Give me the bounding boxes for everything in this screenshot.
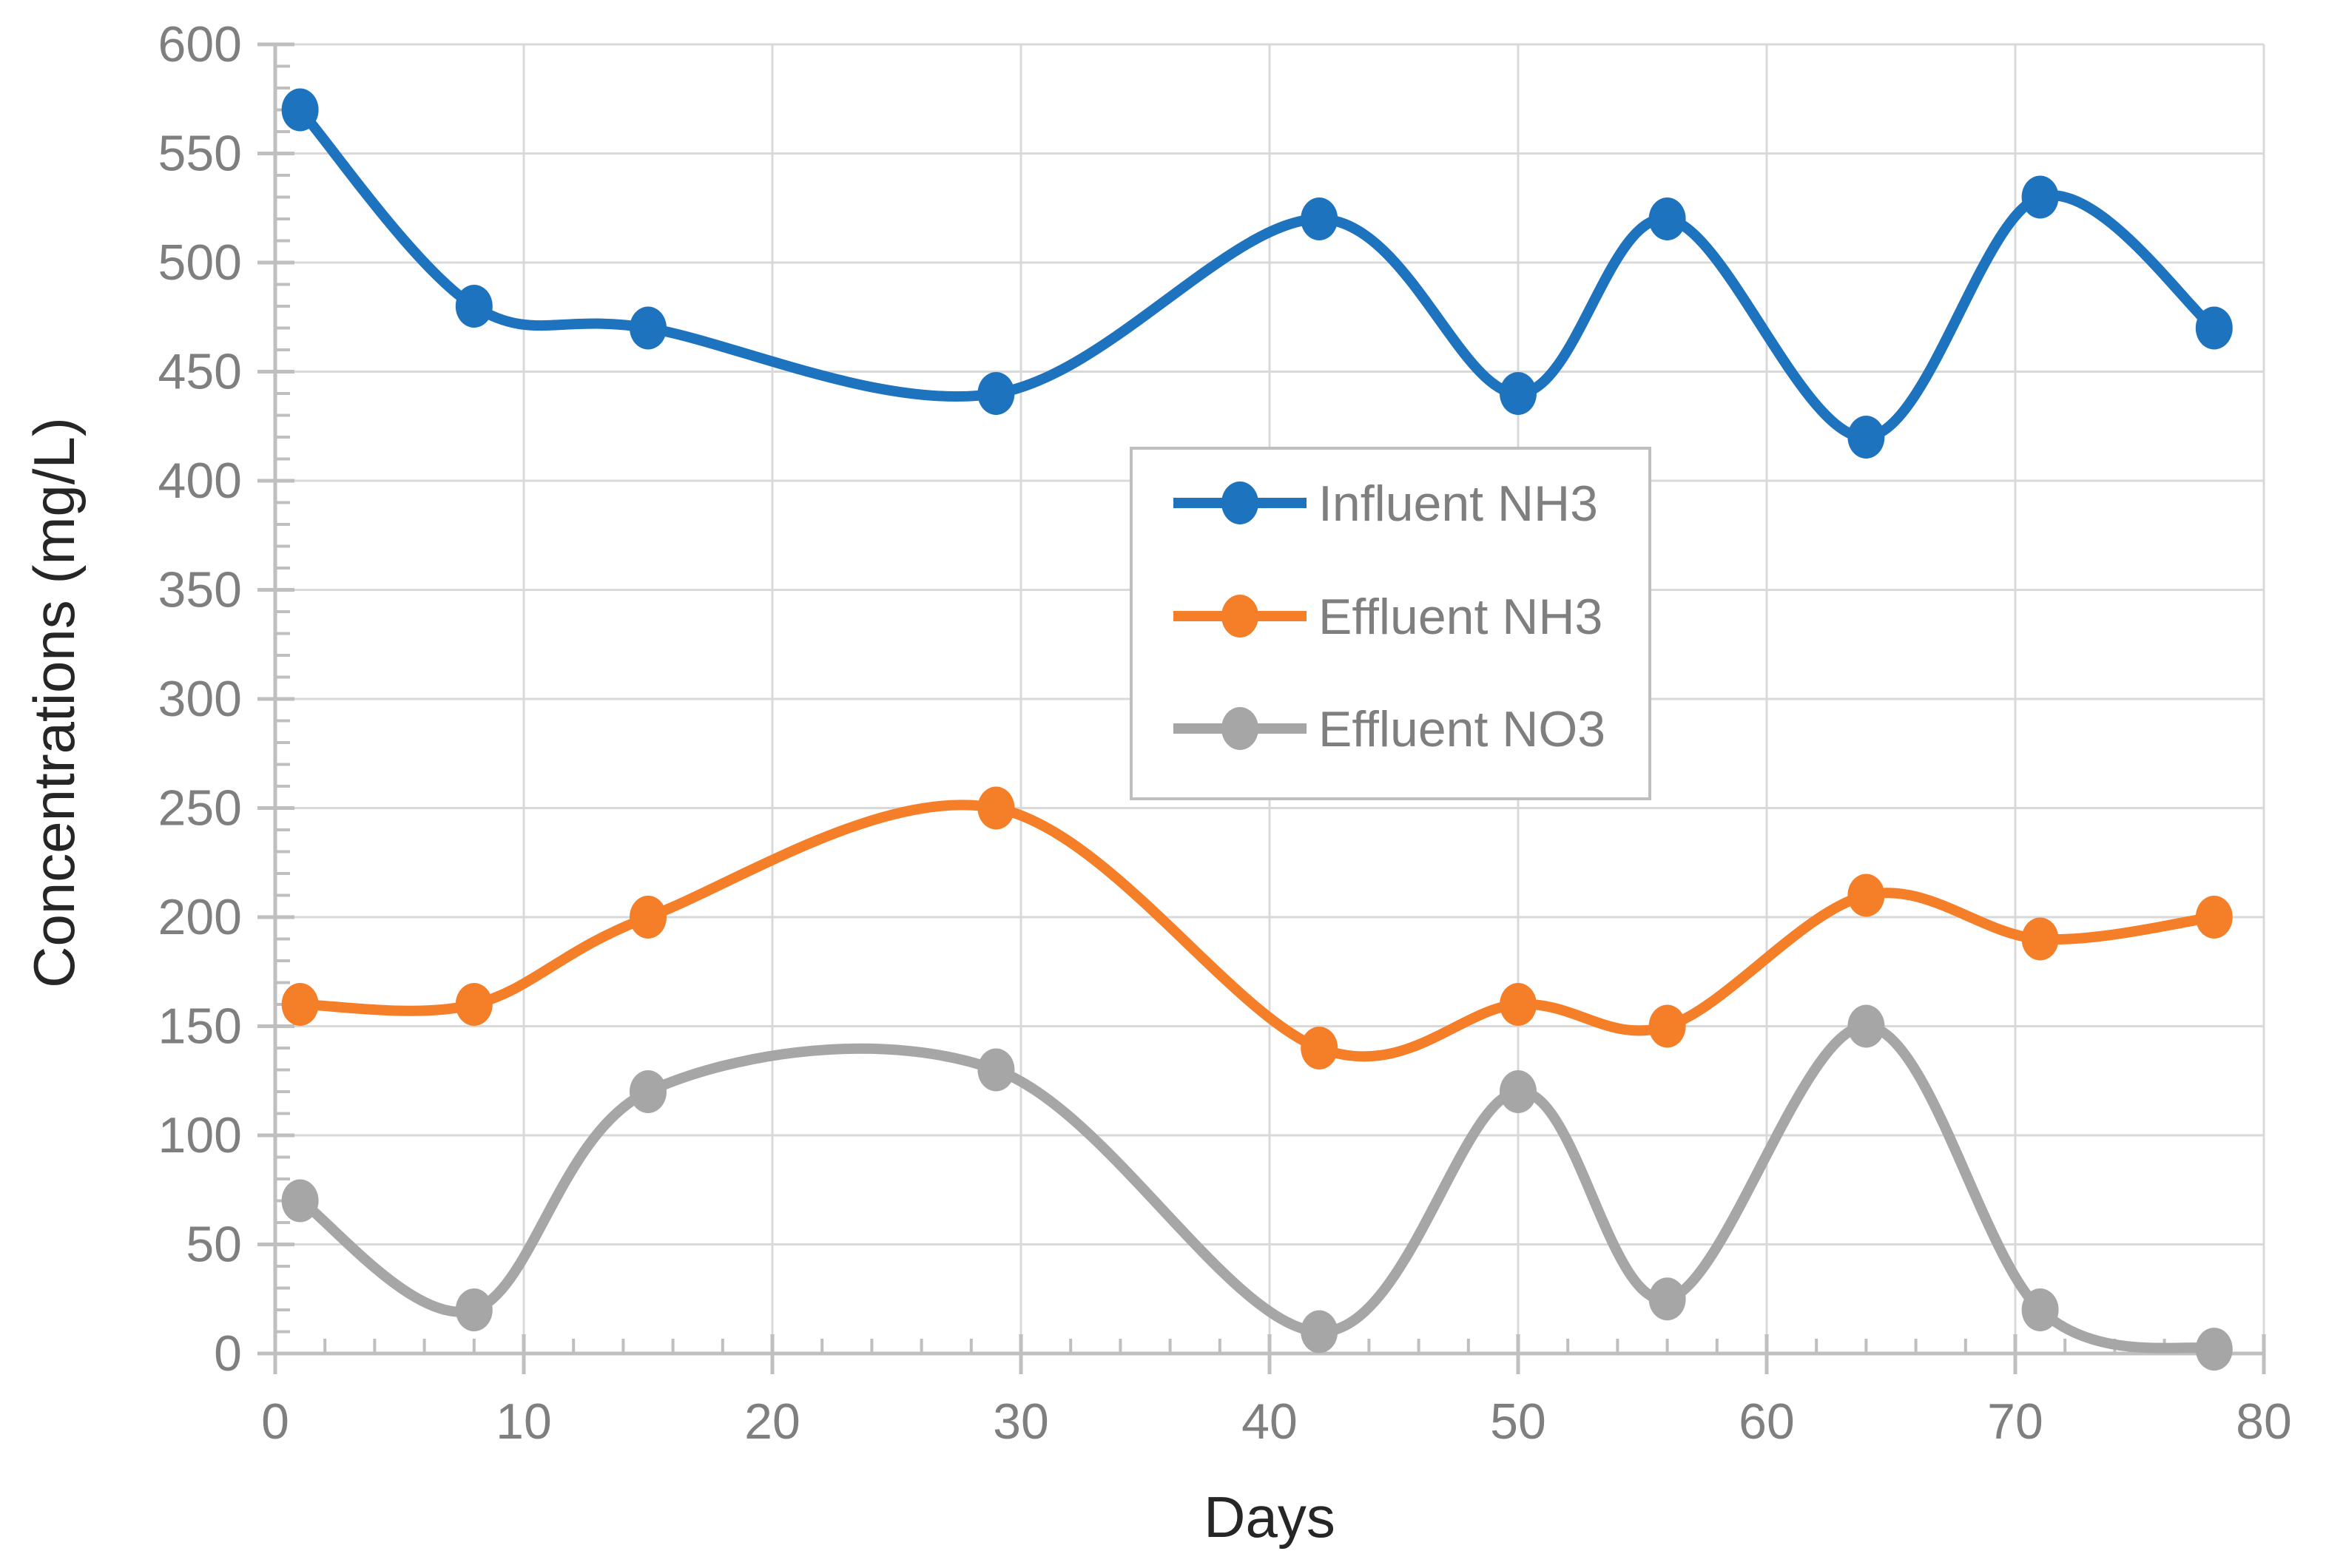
data-point-marker [977,372,1015,415]
data-point-marker [977,1048,1015,1092]
data-point-marker [1648,1277,1686,1321]
legend-label: Effluent NO3 [1318,701,1605,757]
data-point-marker [1500,372,1537,415]
series-effluent-no3 [281,1004,2233,1371]
data-point-marker [630,306,667,350]
y-tick-label: 0 [214,1325,242,1382]
data-point-marker [455,1288,493,1331]
y-tick-label: 600 [158,16,242,72]
legend-marker [1221,707,1258,750]
data-point-marker [281,88,319,132]
data-point-marker [2021,917,2059,961]
legend-entry-influent-nh3: Influent NH3 [1173,476,1598,532]
y-tick-label: 450 [158,344,242,400]
data-point-marker [1847,1004,1885,1048]
y-tick-label: 350 [158,562,242,618]
data-point-marker [1847,416,1885,459]
data-point-marker [2195,1328,2233,1371]
data-point-marker [1847,873,1885,917]
data-point-marker [455,285,493,328]
y-axis-title: Concentrations (mg/L) [21,417,87,988]
series-line [294,1021,2219,1355]
legend-entry-effluent-no3: Effluent NO3 [1173,701,1605,757]
data-point-marker [2021,1288,2059,1331]
data-point-marker [1301,197,1338,240]
x-tick-label: 50 [1490,1393,1546,1450]
x-tick-label: 70 [1987,1393,2043,1450]
legend-label: Influent NH3 [1318,476,1598,532]
series-effluent-nh3 [281,786,2233,1069]
data-point-marker [1648,1004,1686,1048]
x-tick-label: 40 [1241,1393,1298,1450]
data-point-marker [2195,896,2233,939]
x-axis-title: Days [1204,1484,1335,1550]
data-point-marker [1500,1070,1537,1113]
x-tick-label: 80 [2236,1393,2292,1450]
y-tick-label: 50 [186,1217,242,1273]
data-point-marker [977,786,1015,830]
legend-marker [1221,481,1258,524]
legend: Influent NH3 Effluent NH3 Effluent NO3 [1130,447,1651,800]
y-tick-label: 550 [158,126,242,182]
x-tick-label: 20 [744,1393,800,1450]
data-point-marker [2021,175,2059,219]
legend-label: Effluent NH3 [1318,589,1602,645]
y-tick-label: 150 [158,998,242,1055]
y-tick-label: 500 [158,234,242,291]
data-point-marker [1301,1310,1338,1354]
tick-labels: 0 50 100 150 200 250 300 350 400 450 500 550 600 0 10 2… [158,16,2292,1450]
y-tick-label: 300 [158,671,242,727]
y-tick-label: 200 [158,889,242,945]
x-tick-label: 10 [496,1393,552,1450]
data-point-marker [1648,197,1686,240]
x-tick-label: 60 [1739,1393,1795,1450]
data-point-marker [281,983,319,1026]
y-tick-label: 100 [158,1107,242,1163]
legend-entry-effluent-nh3: Effluent NH3 [1173,589,1602,645]
data-point-marker [1301,1027,1338,1069]
series-influent-nh3 [281,88,2233,459]
data-point-marker [630,896,667,939]
legend-marker [1221,595,1258,638]
series-line [294,800,2219,1062]
series-line [294,104,2219,443]
x-tick-label: 30 [993,1393,1049,1450]
data-point-marker [2195,306,2233,350]
data-point-marker [630,1070,667,1113]
y-tick-label: 400 [158,453,242,509]
data-point-marker [1500,983,1537,1026]
data-point-marker [455,983,493,1026]
y-tick-label: 250 [158,780,242,837]
x-tick-label: 0 [261,1393,289,1450]
data-point-marker [281,1179,319,1223]
data-series [281,88,2233,1371]
